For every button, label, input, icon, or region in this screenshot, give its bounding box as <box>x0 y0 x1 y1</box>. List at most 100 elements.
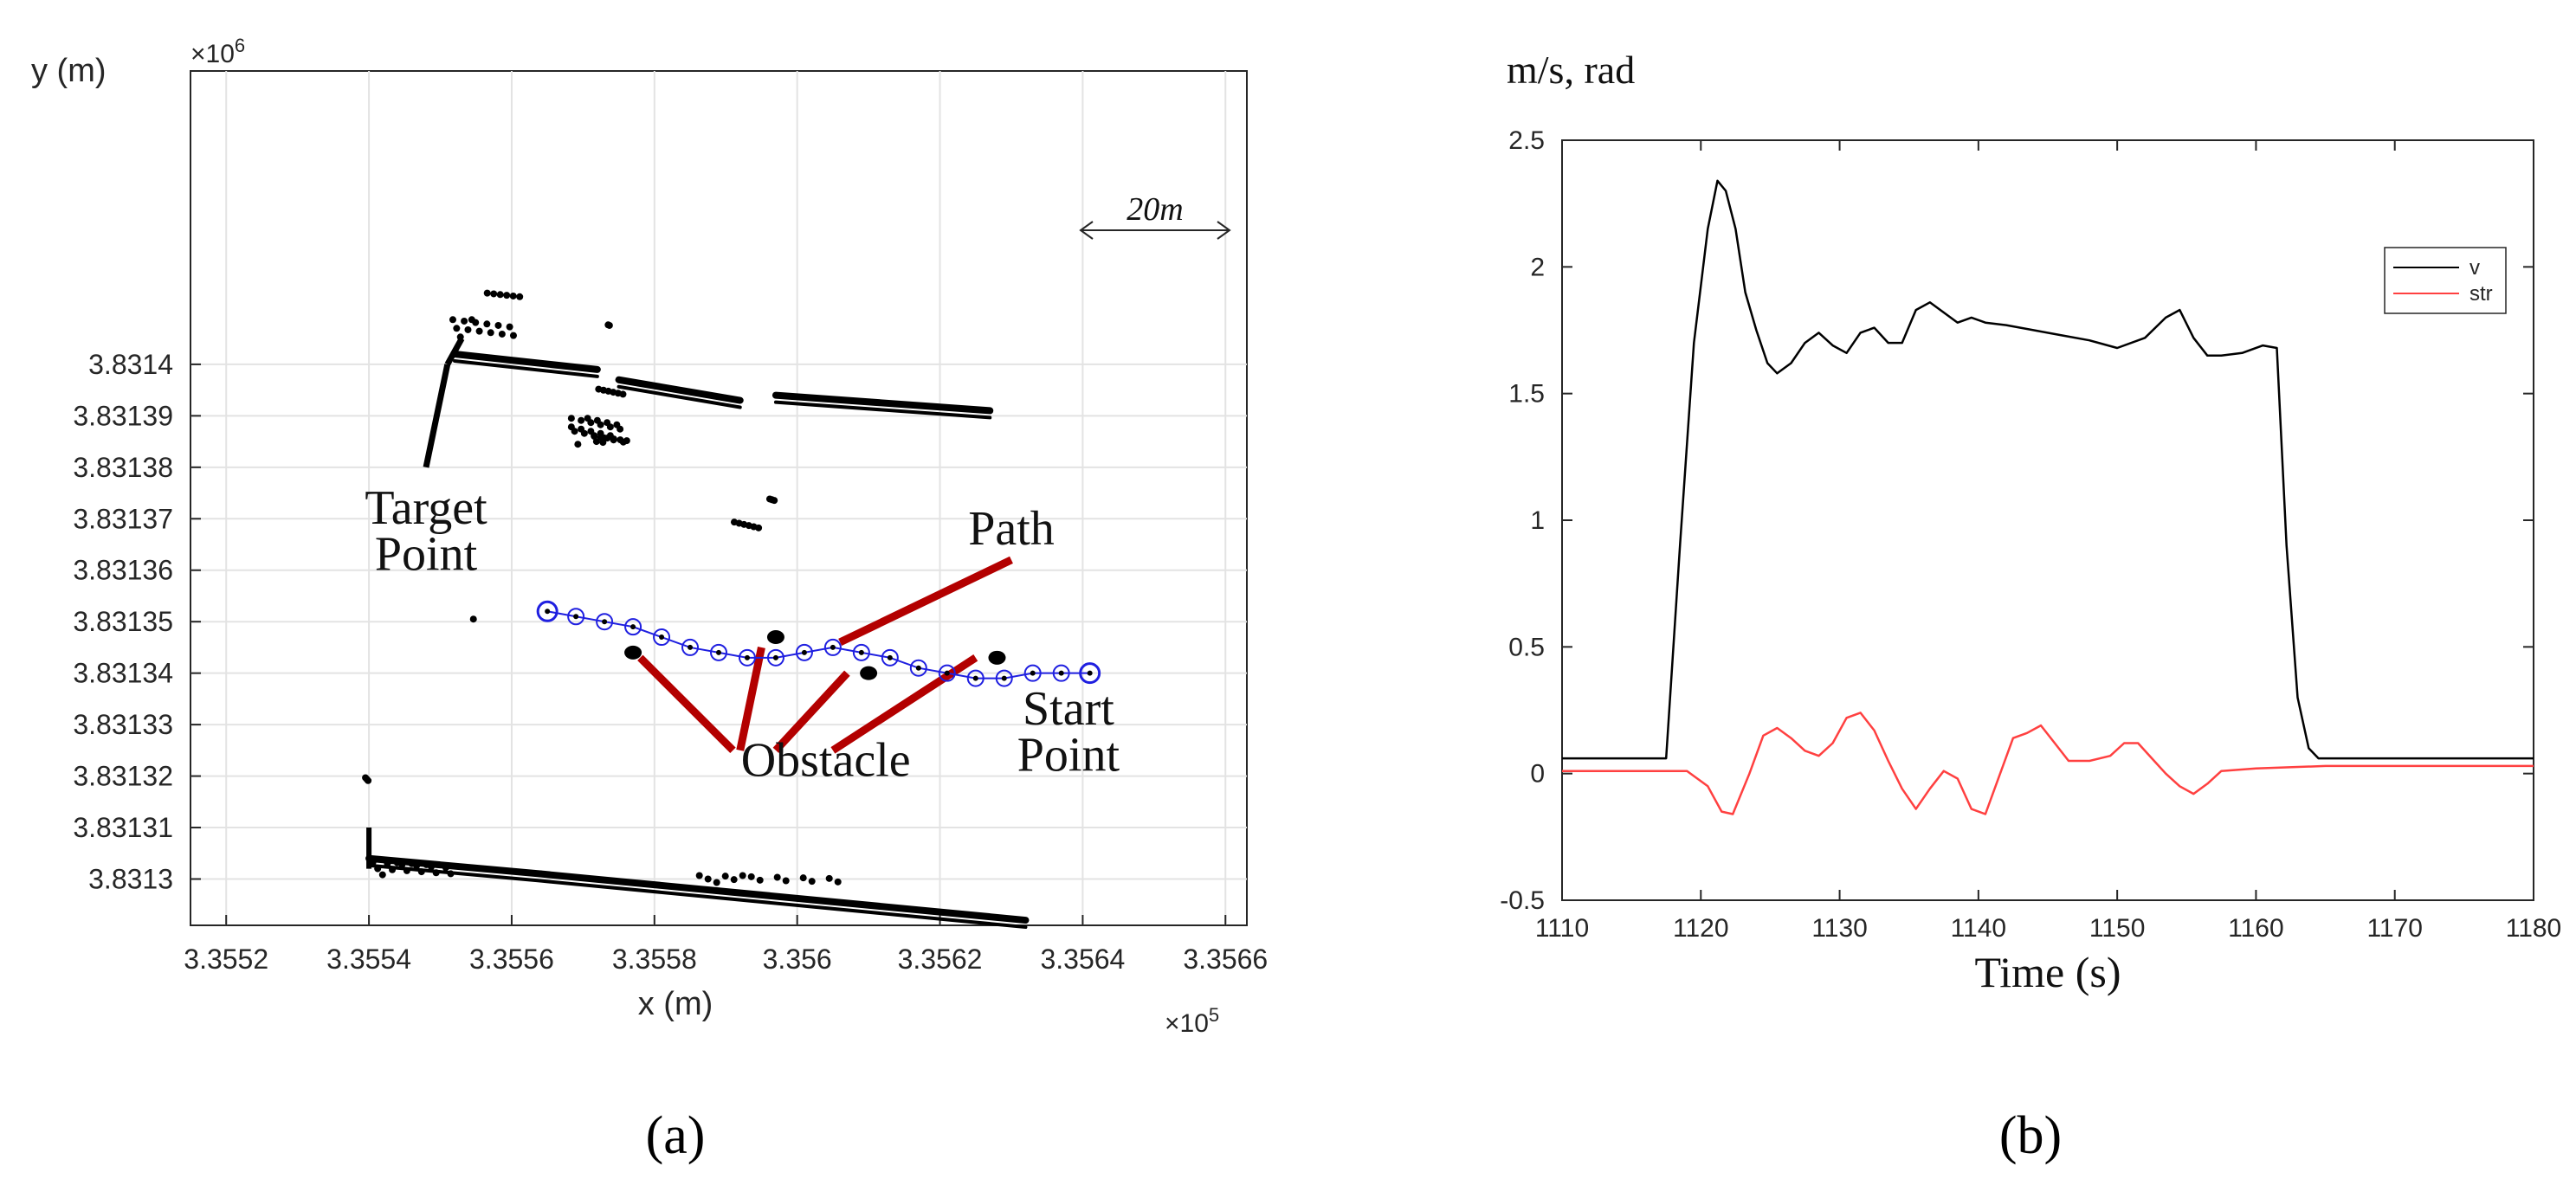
scan-point <box>592 438 600 446</box>
scan-point <box>730 876 738 884</box>
panel-b: 1110 1120 1130 1140 1150 1160 1170 1180 -0.5 0 0.5… <box>1500 48 2561 1165</box>
x-tick-label: 3.3556 <box>469 944 554 975</box>
path-waypoint-center <box>744 654 750 660</box>
path-waypoint <box>653 628 671 647</box>
path-waypoint <box>1052 664 1070 682</box>
scan-point <box>605 321 613 329</box>
leader-line <box>772 670 850 753</box>
scan-point <box>713 879 720 886</box>
scan-point <box>417 868 425 876</box>
scan-point <box>475 327 483 335</box>
annotation-label: Obstacle <box>741 734 911 788</box>
panel-a-ticks: 3.3552 3.3554 3.3556 3.3558 3.356 3.3562 3.356… <box>73 349 1268 975</box>
path-waypoint-center <box>688 644 694 650</box>
boundary-segment <box>367 863 542 883</box>
y-tick-label: 3.83139 <box>73 400 173 431</box>
path-waypoint <box>536 600 558 622</box>
scan-point <box>496 291 504 299</box>
y-tick-label: 3.83138 <box>73 452 173 483</box>
scan-point <box>393 859 401 866</box>
x-tick-label: 1130 <box>1811 914 1868 943</box>
path-waypoint <box>881 648 899 667</box>
path-waypoint-center <box>716 649 721 655</box>
x-tick-label: 3.3554 <box>326 944 411 975</box>
scan-point <box>483 320 491 328</box>
y-tick-label: 2 <box>1530 253 1545 281</box>
boundary-segment <box>538 879 1028 930</box>
y-tick-label: 3.83131 <box>73 812 173 843</box>
panel-b-xlabel: Time (s) <box>1974 948 2121 996</box>
obstacle <box>766 630 784 645</box>
scan-point <box>593 416 601 424</box>
path-waypoint-center <box>858 649 864 655</box>
path-waypoint <box>852 643 870 661</box>
boundary-segment <box>451 351 601 373</box>
panel-a-ylabel: y (m) <box>31 53 107 89</box>
scan-point <box>591 433 598 441</box>
scan-point <box>494 321 502 329</box>
scan-point <box>456 333 464 341</box>
annotation-label: Target <box>365 481 487 535</box>
x-tick-label: 3.3552 <box>184 944 268 975</box>
scan-point <box>747 873 755 880</box>
annotation-label: Path <box>968 502 1055 556</box>
scan-point <box>490 290 498 298</box>
scan-point <box>771 497 778 505</box>
x-tick-label: 3.356 <box>763 944 832 975</box>
path-waypoint <box>710 643 727 661</box>
scan-point <box>834 878 842 886</box>
x-tick-label: 1120 <box>1673 914 1729 943</box>
scan-point <box>389 866 397 873</box>
obstacle <box>624 645 642 660</box>
y-tick-label: 3.83133 <box>73 709 173 740</box>
y-tick-label: -0.5 <box>1500 886 1545 915</box>
scan-point <box>584 415 591 422</box>
scan-point <box>483 289 491 297</box>
y-tick-label: 3.8313 <box>88 863 173 894</box>
scan-point <box>610 435 617 443</box>
leader-line <box>637 654 736 754</box>
path-waypoint <box>738 648 756 667</box>
scan-point <box>447 870 455 878</box>
scan-point <box>509 292 517 300</box>
panel-a-plot-area <box>190 70 1248 926</box>
path-waypoint-center <box>630 624 636 630</box>
path-waypoint <box>795 643 813 661</box>
scale-bar: 20m <box>1079 191 1231 240</box>
scan-point <box>578 416 585 424</box>
path-waypoint <box>938 664 956 682</box>
path-waypoint <box>1023 664 1042 682</box>
obstacle <box>988 650 1006 665</box>
boundary-segment <box>773 400 992 420</box>
path-waypoint-center <box>887 654 893 660</box>
panel-a-path <box>536 600 1101 687</box>
panel-b-ticks: 1110 1120 1130 1140 1150 1160 1170 1180 -0.5 0 0.5… <box>1500 126 2561 943</box>
wall-vertical <box>444 337 465 366</box>
scan-point <box>449 316 456 324</box>
path-waypoint <box>596 613 614 631</box>
panel-a-obstacles <box>624 630 1006 680</box>
path-waypoint-center <box>1030 670 1036 676</box>
y-tick-label: 0.5 <box>1508 633 1545 661</box>
legend-box <box>2384 247 2507 314</box>
y-tick-label: 1.5 <box>1508 380 1545 409</box>
y-tick-label: 0 <box>1530 760 1545 789</box>
series-line-v <box>1562 179 2534 760</box>
path-waypoint <box>823 638 842 656</box>
scan-point <box>498 330 506 338</box>
path-waypoint <box>766 648 784 667</box>
annotation-label: Start <box>1023 682 1114 736</box>
scan-point <box>721 873 729 880</box>
scan-point <box>773 873 781 881</box>
path-waypoint-center <box>972 675 978 681</box>
path-waypoint <box>567 608 585 626</box>
path-waypoint-center <box>915 665 921 671</box>
panel-b-label: (b) <box>1999 1106 2062 1165</box>
x-tick-label: 3.3564 <box>1040 944 1125 975</box>
path-waypoint <box>624 618 642 636</box>
scan-point <box>374 865 382 873</box>
scan-point <box>597 434 604 441</box>
path-waypoint-center <box>1087 670 1093 676</box>
